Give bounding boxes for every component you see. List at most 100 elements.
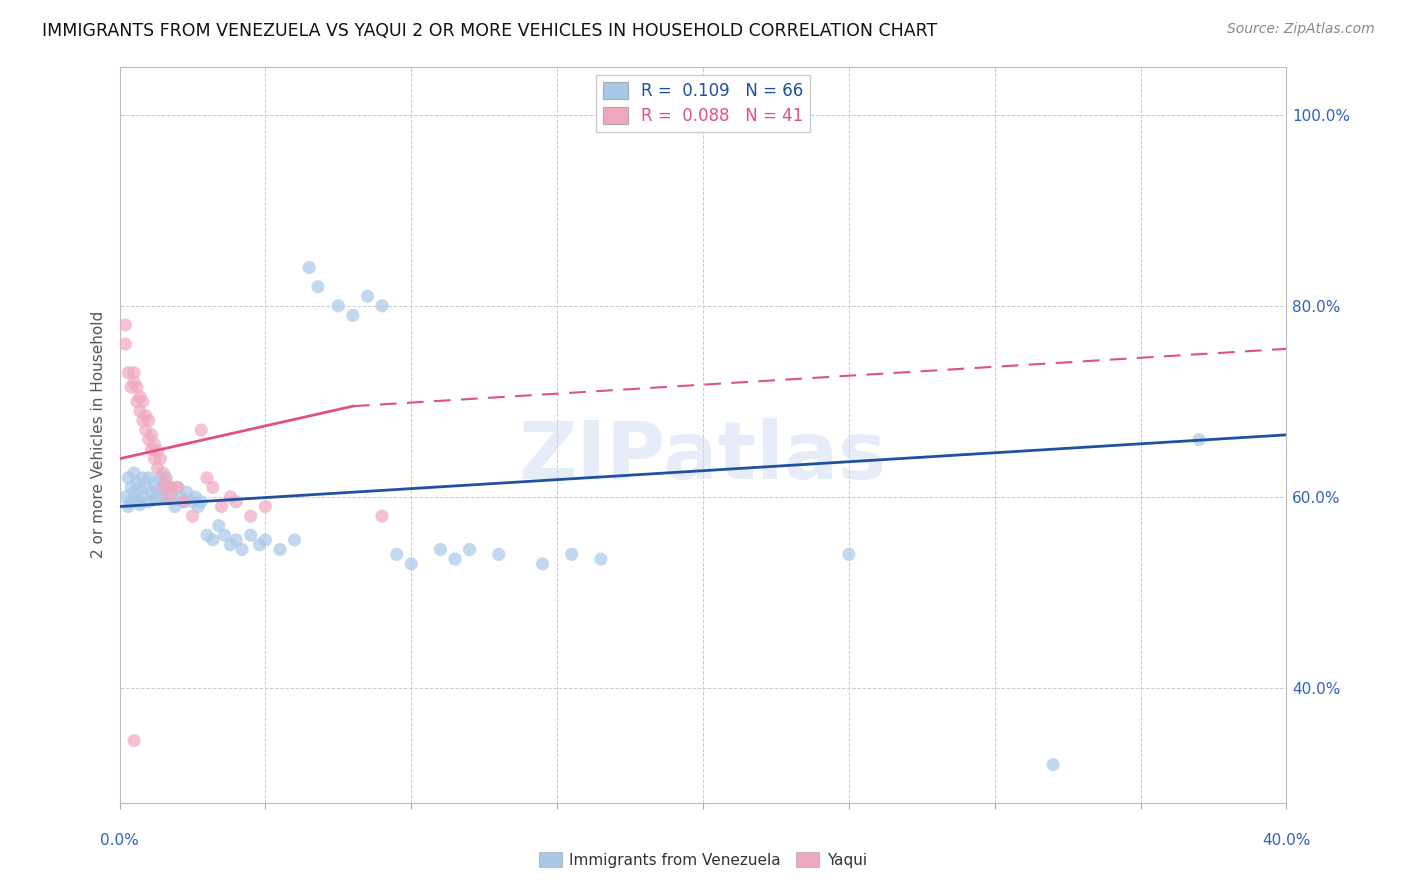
Point [163,500,186,514]
Point [155,491,177,506]
Point [120,494,142,508]
Point [371,509,394,524]
Point [155,475,177,490]
Text: Source: ZipAtlas.com: Source: ZipAtlas.com [1227,22,1375,37]
Point [146,483,169,498]
Point [152,480,174,494]
Point [146,444,169,458]
Text: ZIPatlas: ZIPatlas [519,418,887,496]
Point [149,471,172,485]
Point [155,471,177,485]
Point [125,475,148,490]
Point [225,494,247,508]
Point [120,480,142,494]
Point [219,538,242,552]
Point [181,494,204,508]
Point [219,490,242,504]
Point [117,471,139,485]
Point [190,494,212,508]
Point [122,485,145,500]
Point [141,485,163,500]
Point [125,380,148,394]
Point [132,413,155,427]
Point [157,480,180,494]
Point [135,423,157,437]
Point [122,733,145,747]
Point [170,490,193,504]
Point [135,409,157,423]
Point [342,309,364,323]
Point [160,490,183,504]
Point [589,552,612,566]
Point [135,480,157,494]
Point [138,433,160,447]
Point [132,471,155,485]
Point [561,547,583,561]
Point [181,509,204,524]
Point [231,542,253,557]
Point [1188,433,1211,447]
Point [143,475,166,490]
Point [138,413,160,427]
Point [429,542,451,557]
Text: 0.0%: 0.0% [100,833,139,847]
Point [225,533,247,547]
Point [129,483,152,497]
Point [143,451,166,466]
Point [132,490,155,504]
Point [143,437,166,451]
Point [138,471,160,485]
Point [132,394,155,409]
Point [184,490,207,504]
Point [531,557,554,571]
Text: IMMIGRANTS FROM VENEZUELA VS YAQUI 2 OR MORE VEHICLES IN HOUSEHOLD CORRELATION C: IMMIGRANTS FROM VENEZUELA VS YAQUI 2 OR … [42,22,938,40]
Point [176,485,198,500]
Point [114,337,136,351]
Point [211,500,233,514]
Point [201,480,224,494]
Point [214,528,236,542]
Point [254,533,277,547]
Point [160,480,183,494]
Point [143,491,166,506]
Legend: Immigrants from Venezuela, Yaqui: Immigrants from Venezuela, Yaqui [533,846,873,873]
Point [138,494,160,508]
Point [152,480,174,494]
Point [371,299,394,313]
Point [129,404,152,418]
Point [114,318,136,332]
Point [208,518,231,533]
Point [166,480,188,494]
Point [401,557,423,571]
Point [254,500,277,514]
Point [239,509,262,524]
Point [239,528,262,542]
Point [838,547,860,561]
Point [195,471,218,485]
Point [195,528,218,542]
Legend: R =  0.109   N = 66, R =  0.088   N = 41: R = 0.109 N = 66, R = 0.088 N = 41 [596,75,810,131]
Point [125,394,148,409]
Y-axis label: 2 or more Vehicles in Household: 2 or more Vehicles in Household [91,311,107,558]
Point [114,490,136,504]
Point [298,260,321,275]
Point [141,442,163,457]
Point [249,538,271,552]
Point [444,552,467,566]
Point [122,366,145,380]
Point [328,299,350,313]
Point [187,500,209,514]
Point [152,466,174,480]
Point [307,279,329,293]
Point [385,547,408,561]
Point [125,491,148,506]
Point [173,494,195,508]
Point [149,491,172,506]
Point [120,380,142,394]
Point [129,498,152,512]
Point [356,289,378,303]
Point [166,480,188,494]
Text: 40.0%: 40.0% [1263,833,1310,847]
Point [157,490,180,504]
Point [149,451,172,466]
